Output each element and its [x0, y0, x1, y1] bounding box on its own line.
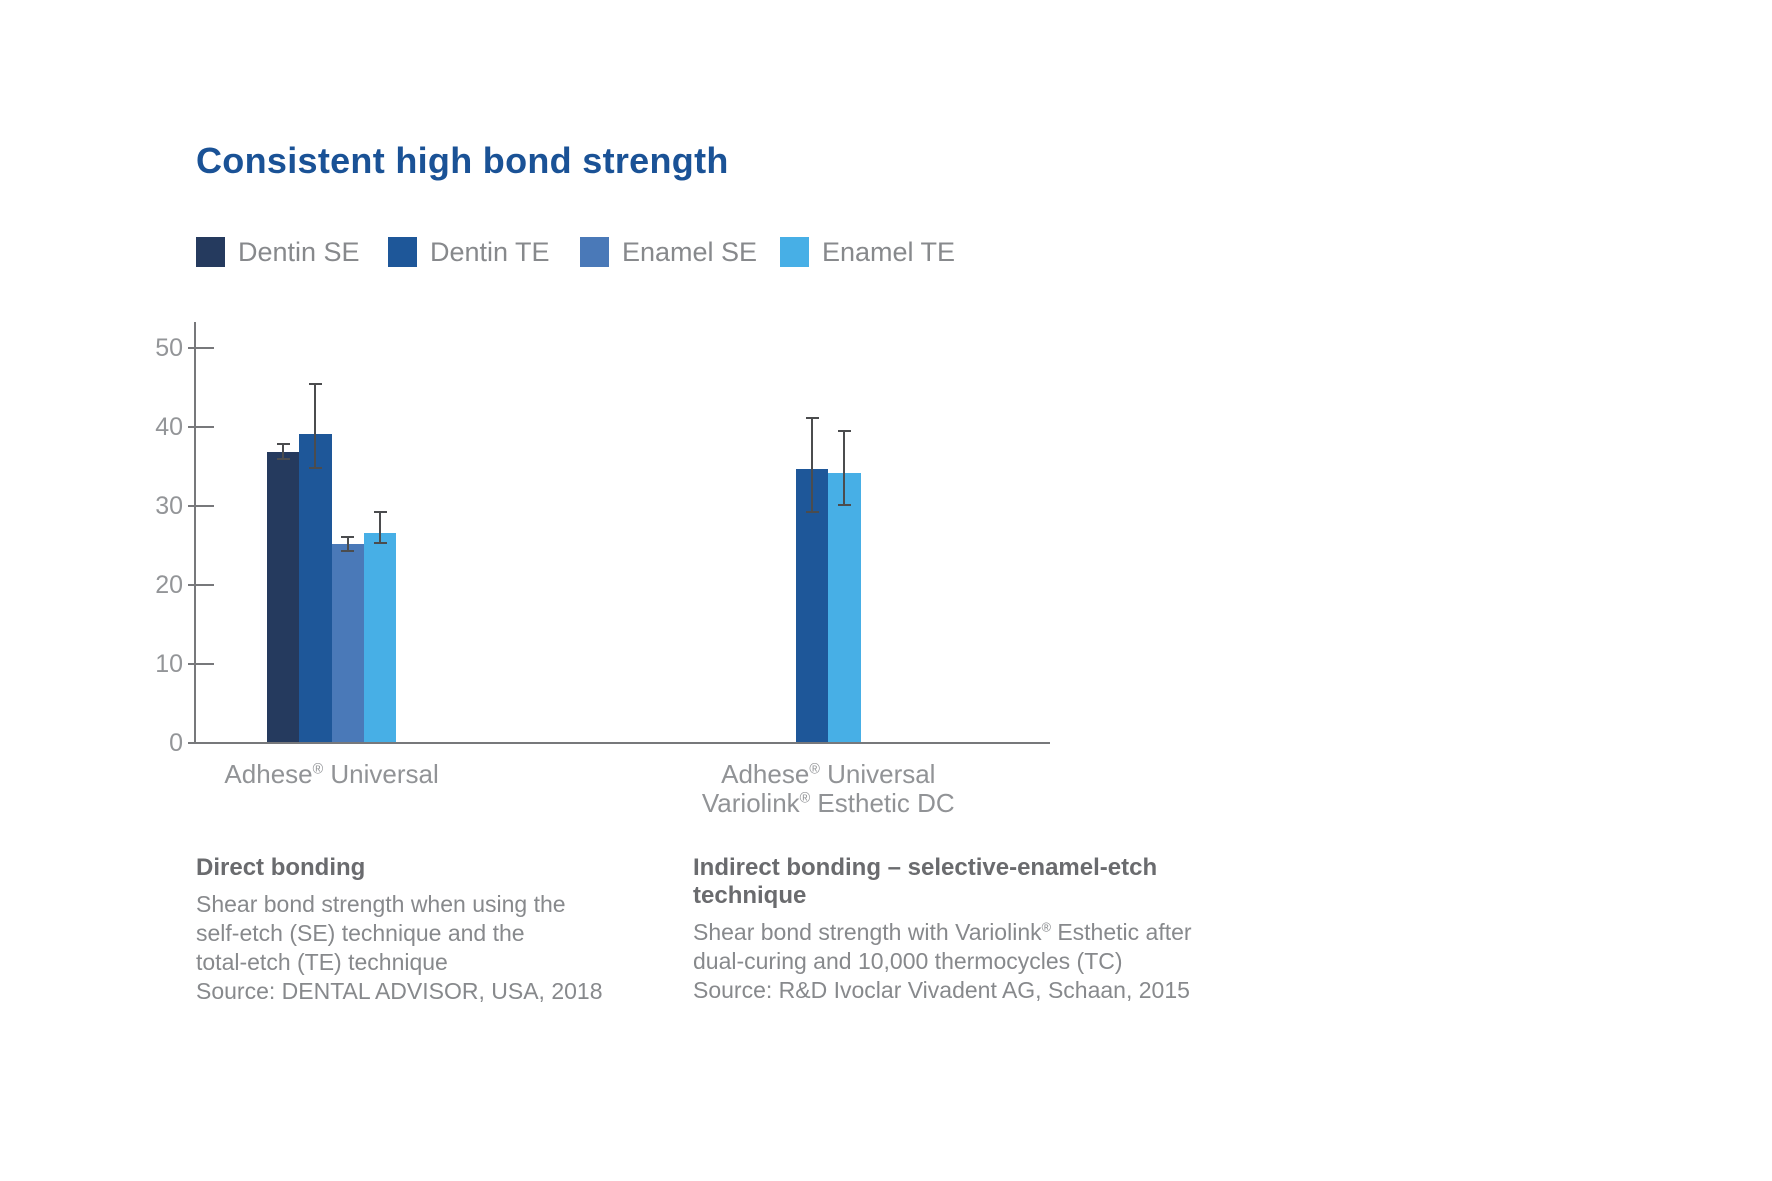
y-axis-tick-label: 10 [155, 650, 183, 678]
note-direct-bonding: Direct bonding Shear bond strength when … [196, 854, 603, 1006]
error-bar-dentin-te-group-2 [805, 416, 819, 513]
legend-label-dentin-te: Dentin TE [430, 236, 550, 267]
note-body-line: Shear bond strength with Variolink® Esth… [693, 919, 1192, 945]
error-bar-cap-bottom [837, 503, 851, 506]
note-body-line: total-etch (TE) technique [196, 949, 448, 975]
error-bar-stem [379, 511, 382, 544]
note-body-line: dual-curing and 10,000 thermocycles (TC) [693, 948, 1123, 974]
legend-label-dentin-se: Dentin SE [238, 236, 360, 267]
error-bar-enamel-se-group-1 [341, 535, 355, 553]
note-heading: Direct bonding [196, 854, 603, 882]
legend-swatch-enamel-se [580, 237, 609, 267]
legend-label-enamel-te: Enamel TE [822, 236, 956, 267]
error-bar-stem [346, 535, 349, 553]
note-heading-line: Indirect bonding – selective-enamel-etch [693, 854, 1158, 881]
bar-enamel-te-group-1 [363, 532, 397, 742]
y-axis-tick-label: 30 [155, 492, 183, 520]
note-body-line: Shear bond strength when using the [196, 891, 566, 917]
y-axis-tick [188, 663, 214, 665]
error-bar-dentin-te-group-1 [308, 382, 322, 470]
error-bar-enamel-te-group-1 [373, 511, 387, 544]
y-axis-tick [188, 426, 214, 428]
legend-label-enamel-se: Enamel SE [622, 236, 758, 267]
chart-title: Consistent high bond strength [196, 140, 729, 181]
error-bar-stem [811, 416, 814, 513]
legend-item-dentin-se: Dentin SE [196, 236, 360, 268]
error-bar-dentin-se-group-1 [276, 442, 290, 460]
bar-enamel-te-group-2 [828, 473, 861, 742]
error-bar-cap-bottom [341, 550, 355, 553]
x-category-label-line: Variolink® Esthetic DC [701, 788, 955, 818]
error-bar-cap-bottom [276, 457, 290, 460]
legend-swatch-enamel-te [780, 237, 809, 267]
x-category-label-line: Adhese® Universal [224, 759, 439, 789]
note-heading: Indirect bonding – selective-enamel-etch… [693, 854, 1192, 910]
legend-swatch-dentin-te [388, 237, 417, 267]
error-bar-cap-bottom [308, 467, 322, 470]
y-axis-tick [188, 742, 214, 744]
bar-enamel-se-group-1 [331, 543, 364, 742]
error-bar-cap-bottom [805, 510, 819, 513]
note-heading-line: technique [693, 882, 807, 909]
note-indirect-bonding: Indirect bonding – selective-enamel-etch… [693, 854, 1192, 1005]
error-bar-stem [282, 442, 285, 460]
error-bar-stem [843, 429, 846, 506]
x-category-label-group-2: Adhese® Universal Variolink® Esthetic DC [702, 760, 955, 818]
y-axis-tick-label: 40 [155, 413, 183, 441]
error-bar-cap-bottom [373, 541, 387, 544]
bar-dentin-te-group-2 [796, 469, 829, 742]
error-bar-enamel-te-group-2 [837, 429, 851, 506]
note-source: Source: DENTAL ADVISOR, USA, 2018 [196, 978, 603, 1004]
bar-dentin-se-group-1 [267, 452, 300, 742]
x-category-label-group-1: Adhese® Universal [224, 760, 438, 789]
y-axis-line [194, 322, 196, 744]
legend-item-dentin-te: Dentin TE [388, 236, 550, 268]
y-axis-tick-label: 20 [155, 571, 183, 599]
bar-dentin-te-group-1 [299, 433, 332, 742]
y-axis-tick [188, 505, 214, 507]
legend-item-enamel-te: Enamel TE [780, 236, 955, 268]
note-source: Source: R&D Ivoclar Vivadent AG, Schaan,… [693, 977, 1190, 1003]
y-axis-tick [188, 347, 214, 349]
legend-item-enamel-se: Enamel SE [580, 236, 757, 268]
y-axis-tick [188, 584, 214, 586]
y-axis-tick-label: 0 [169, 729, 183, 757]
x-axis-line [196, 742, 1050, 744]
legend-swatch-dentin-se [196, 237, 225, 267]
note-heading-line: Direct bonding [196, 854, 366, 881]
y-axis-tick-label: 50 [155, 334, 183, 362]
note-body-line: self-etch (SE) technique and the [196, 920, 525, 946]
error-bar-stem [314, 382, 317, 470]
x-category-label-line: Adhese® Universal [721, 759, 936, 789]
